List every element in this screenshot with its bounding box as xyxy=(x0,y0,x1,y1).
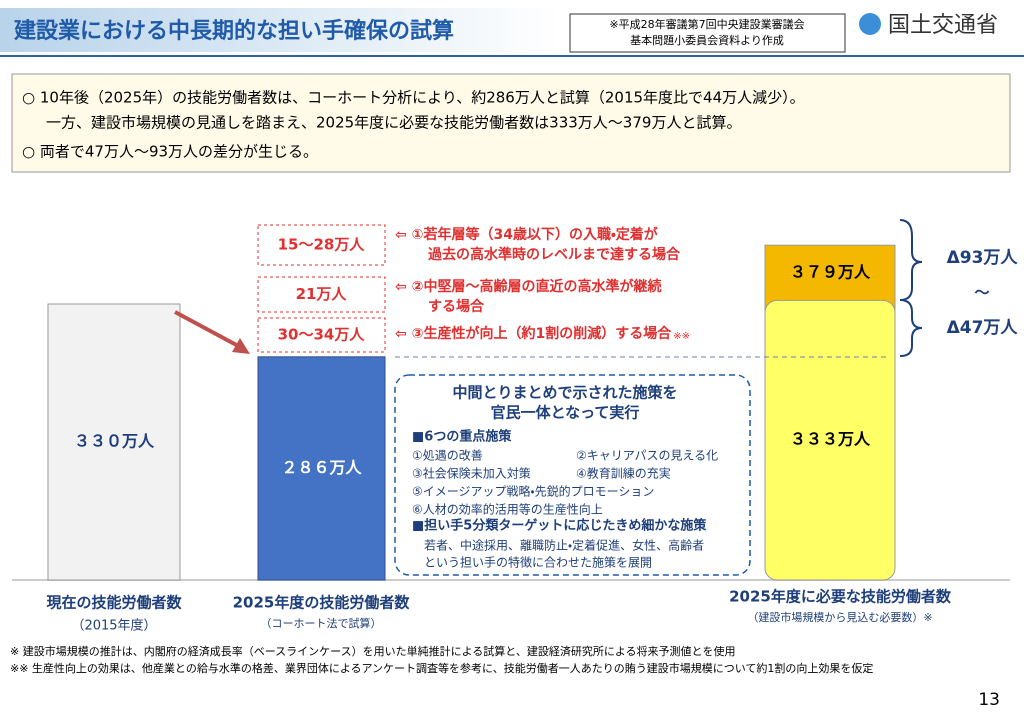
arrow-head xyxy=(232,338,250,354)
scenario-text: ⇦ ②中堅層～高齢層の直近の高水準が継続 xyxy=(395,278,661,295)
range-box xyxy=(257,224,386,266)
footnote: ※※ 生産性向上の効果は、他産業との給与水準の格差、業界団体によるアンケート調査… xyxy=(10,661,873,675)
measures-title: 中間とりまとめで示された施策を xyxy=(452,384,677,402)
bar-label: ３７９万人 xyxy=(790,262,871,281)
scenario-text: ⇦ ①若年層等（34歳以下）の入職・定着が xyxy=(395,226,659,243)
scenario-text: ⇦ ③生産性が向上（約1割の削減）する場合 xyxy=(395,325,672,342)
scenario-text: する場合 xyxy=(428,298,485,315)
summary-line: 一方、建設市場規模の見通しを踏まえ、2025年度に必要な技能労働者数は333万人… xyxy=(46,114,741,132)
measure-item: ⑥人材の効率的活用等の生産性向上 xyxy=(412,502,603,517)
measure-item: ④教育訓練の充実 xyxy=(576,466,671,481)
measure-item: ⑤イメージアップ戦略・先鋭的プロモーション xyxy=(412,484,654,499)
gap-label: Δ47万人 xyxy=(947,318,1019,338)
bar-subcaption: （建設市場規模から見込む必要数）※ xyxy=(747,610,932,624)
bar-label: ２８６万人 xyxy=(281,458,362,477)
scenario-mark: ※※ xyxy=(673,331,690,342)
bar-caption: 2025年度に必要な技能労働者数 xyxy=(729,588,952,606)
bar xyxy=(47,303,181,581)
measure-item: ③社会保険未加入対策 xyxy=(412,466,531,481)
range-label: 15～28万人 xyxy=(278,236,366,254)
title: 建設業における中長期的な担い手確保の試算 xyxy=(13,18,454,44)
bar-caption: 2025年度の技能労働者数 xyxy=(233,594,411,612)
gap-label: Δ93万人 xyxy=(947,248,1019,268)
measures-heading: ■担い手5分類ターゲットに応じたきめ細かな施策 xyxy=(412,518,707,534)
page-number: 13 xyxy=(978,690,1000,710)
source-box xyxy=(569,13,846,53)
summary-line: ○ 10年後（2025年）の技能労働者数は、コーホート分析により、約286万人と… xyxy=(22,89,805,107)
logo xyxy=(859,13,881,35)
arrow xyxy=(174,310,243,350)
bar-low xyxy=(764,299,896,581)
brace xyxy=(899,299,923,357)
bar-high xyxy=(764,244,896,311)
measures-detail: 若者、中途採用、離職防止・定着促進、女性、高齢者 xyxy=(424,538,704,553)
summary-line: ○ 両者で47万人～93万人の差分が生じる。 xyxy=(22,143,318,161)
bar-label: ３３３万人 xyxy=(790,430,871,449)
measures-detail: という担い手の特徴に合わせた施策を展開 xyxy=(424,555,652,570)
bar xyxy=(257,356,386,581)
brace xyxy=(899,219,923,301)
header-band xyxy=(0,8,560,52)
measures-box xyxy=(394,374,751,576)
range-label: 21万人 xyxy=(296,285,348,303)
measure-item: ①処遇の改善 xyxy=(412,448,483,463)
measure-item: ②キャリアパスの見える化 xyxy=(576,449,718,463)
footnote: ※ 建設市場規模の推計は、内閣府の経済成長率（ベースラインケース）を用いた単純推… xyxy=(10,644,736,658)
measures-title: 官民一体となって実行 xyxy=(491,404,640,422)
bar-subcaption: （コーホート法で試算） xyxy=(261,616,382,630)
measures-heading: ■6つの重点施策 xyxy=(412,429,512,445)
gap-label: ～ xyxy=(974,284,989,302)
scenario-text: 過去の高水準時のレベルまで達する場合 xyxy=(428,246,681,263)
ministry: 国土交通省 xyxy=(888,13,998,38)
range-box xyxy=(257,276,386,313)
bar-subcaption: （2015年度） xyxy=(71,618,156,634)
bar-caption: 現在の技能労働者数 xyxy=(46,594,182,612)
range-box xyxy=(257,317,386,353)
source-note: ※平成28年審議第7回中央建設業審議会 xyxy=(609,17,804,31)
summary-box xyxy=(11,73,1011,173)
bar-label: ３３０万人 xyxy=(74,432,155,451)
range-label: 30～34万人 xyxy=(278,326,366,344)
source-note: 基本問題小委員会資料より作成 xyxy=(630,33,784,47)
